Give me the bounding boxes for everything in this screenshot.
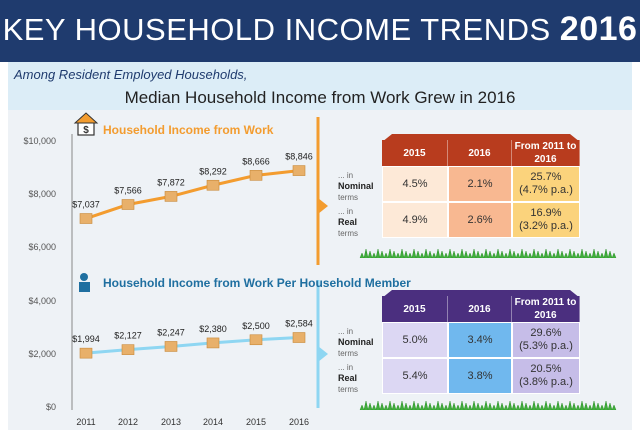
per-member-data-label: $2,380 xyxy=(199,324,227,334)
income-data-point xyxy=(79,213,93,224)
income-series-line xyxy=(85,169,300,220)
per-member-table-cell: 29.6% (5.3% p.a.) xyxy=(512,322,580,358)
per-member-row-label: ... in Nominal terms xyxy=(338,327,374,358)
income-table-cell: 25.7% (4.7% p.a.) xyxy=(512,166,580,202)
income-table-cell: 4.9% xyxy=(382,202,448,238)
per-member-data-label: $2,584 xyxy=(285,319,313,329)
x-tick-label: 2014 xyxy=(203,417,223,427)
y-tick-label: $10,000 xyxy=(23,136,56,146)
person-body-icon xyxy=(79,282,90,292)
income-data-label: $7,872 xyxy=(157,177,185,187)
per-member-data-point xyxy=(79,347,93,359)
per-member-data-label: $2,127 xyxy=(114,331,142,341)
x-tick-label: 2016 xyxy=(289,417,309,427)
y-tick-label: $2,000 xyxy=(28,349,56,359)
y-tick-label: $6,000 xyxy=(28,242,56,252)
per-member-table-cell: 20.5% (3.8% p.a.) xyxy=(512,358,580,394)
per-member-data-point xyxy=(164,341,178,352)
per-member-table-cell: 5.0% xyxy=(382,322,448,358)
income-data-point xyxy=(121,199,135,210)
per-member-data-label: $1,994 xyxy=(72,334,100,344)
per-member-data-label: $2,247 xyxy=(157,327,185,337)
income-data-label: $7,037 xyxy=(72,200,100,210)
person-dollar-icon xyxy=(80,273,88,281)
y-tick-label: $4,000 xyxy=(28,296,56,306)
per-member-row-label: ... in Real terms xyxy=(338,363,358,394)
per-member-column-header: 2016 xyxy=(448,296,512,322)
per-member-series-line xyxy=(85,336,300,355)
title-year: 2016 xyxy=(559,10,638,48)
house-roof-icon xyxy=(73,112,99,124)
section-label-income: Household Income from Work xyxy=(103,123,273,137)
income-grass xyxy=(359,248,617,259)
income-row-label: ... in Nominal terms xyxy=(338,171,374,202)
x-tick-label: 2013 xyxy=(161,417,181,427)
income-column-header: From 2011 to 2016 xyxy=(512,140,580,166)
income-data-label: $8,292 xyxy=(199,166,227,176)
per-member-data-point xyxy=(121,344,135,355)
y-tick-label: $8,000 xyxy=(28,189,56,199)
bracket-arrow-income xyxy=(318,198,328,214)
per-member-data-point xyxy=(292,332,306,343)
subtitle-line1: Among Resident Employed Households, xyxy=(14,67,248,82)
income-table-cell: 16.9% (3.2% p.a.) xyxy=(512,202,580,238)
income-data-label: $8,666 xyxy=(242,156,270,166)
x-tick-label: 2015 xyxy=(246,417,266,427)
x-tick-label: 2012 xyxy=(118,417,138,427)
income-data-point xyxy=(164,191,178,202)
y-tick-label: $0 xyxy=(46,402,56,412)
income-column-header: 2016 xyxy=(448,140,512,166)
per-member-grass xyxy=(359,400,617,411)
per-member-column-header: From 2011 to 2016 xyxy=(512,296,580,322)
bracket-arrow-per-member xyxy=(318,346,328,362)
per-member-data-point xyxy=(249,334,263,346)
section-label-per-member: Household Income from Work Per Household… xyxy=(103,276,411,290)
per-member-data-label: $2,500 xyxy=(242,321,270,331)
dollar-glyph: $ xyxy=(83,125,89,136)
income-data-label: $8,846 xyxy=(285,152,313,162)
income-table-cell: 4.5% xyxy=(382,166,448,202)
title-main: KEY HOUSEHOLD INCOME TRENDS xyxy=(2,12,551,47)
income-data-label: $7,566 xyxy=(114,186,142,196)
section-label-per-member-text: Household Income from Work Per Household… xyxy=(103,276,411,290)
per-member-column-header: 2015 xyxy=(382,296,448,322)
income-row-label: ... in Real terms xyxy=(338,207,358,238)
page-title: KEY HOUSEHOLD INCOME TRENDS 2016 xyxy=(0,10,640,49)
per-member-table-cell: 3.8% xyxy=(448,358,512,394)
income-data-point xyxy=(249,170,263,181)
subtitle-line2: Median Household Income from Work Grew i… xyxy=(124,88,516,107)
header-banner xyxy=(0,0,640,62)
income-data-point xyxy=(292,165,306,176)
per-member-table-cell: 5.4% xyxy=(382,358,448,394)
income-table-cell: 2.6% xyxy=(448,202,512,238)
income-table-cell: 2.1% xyxy=(448,166,512,202)
section-label-income-text: Household Income from Work xyxy=(103,123,274,137)
income-column-header: 2015 xyxy=(382,140,448,166)
per-member-data-point xyxy=(206,337,220,349)
subtitle-band xyxy=(8,62,632,110)
income-data-point xyxy=(206,179,220,191)
per-member-table-cell: 3.4% xyxy=(448,322,512,358)
x-tick-label: 2011 xyxy=(76,417,95,427)
